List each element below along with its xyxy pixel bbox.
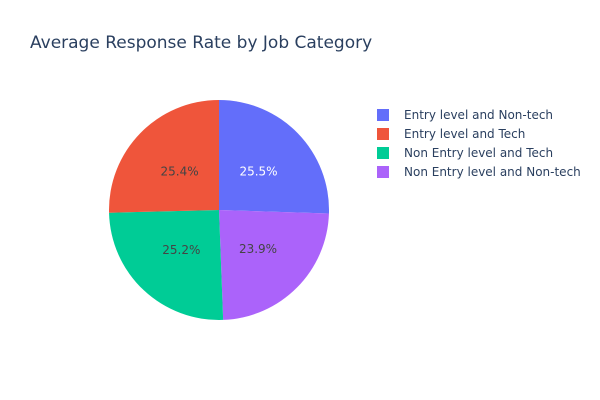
legend-swatch [377,147,389,159]
pie-slice-non-entry-level-and-tech[interactable] [109,210,224,320]
pie-slice-entry-level-and-tech[interactable] [108,99,219,213]
legend-label: Entry level and Tech [404,127,525,141]
legend-label: Entry level and Non-tech [404,108,553,122]
chart-title: Average Response Rate by Job Category [30,33,373,53]
legend-swatch [377,166,389,178]
legend-item-non-entry-level-and-non-tech[interactable]: Non Entry level and Non-tech [377,165,581,179]
slice-label-entry-level-and-tech: 25.4% [161,165,199,179]
legend-item-entry-level-and-non-tech[interactable]: Entry level and Non-tech [377,108,553,122]
slice-label-entry-level-and-non-tech: 25.5% [239,165,277,179]
slice-label-non-entry-level-and-tech: 25.2% [162,243,200,257]
pie-slice-entry-level-and-non-tech[interactable] [219,100,330,214]
pie-slice-non-entry-level-and-non-tech[interactable] [219,210,329,320]
legend-label: Non Entry level and Non-tech [404,165,581,179]
legend-item-non-entry-level-and-tech[interactable]: Non Entry level and Tech [377,146,553,160]
legend-item-entry-level-and-tech[interactable]: Entry level and Tech [377,127,525,141]
legend-swatch [377,128,389,140]
legend-label: Non Entry level and Tech [404,146,553,160]
slice-label-non-entry-level-and-non-tech: 23.9% [239,242,277,256]
legend-swatch [377,109,389,121]
